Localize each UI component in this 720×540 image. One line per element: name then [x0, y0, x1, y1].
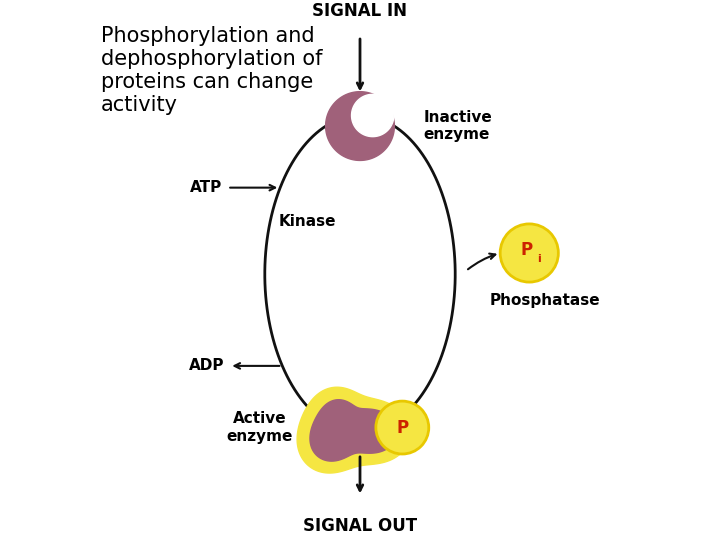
- Text: Phosphatase: Phosphatase: [490, 293, 600, 308]
- Text: P: P: [521, 241, 533, 259]
- Polygon shape: [351, 94, 394, 137]
- Polygon shape: [310, 400, 397, 461]
- Text: ATP: ATP: [190, 180, 222, 195]
- Text: Phosphorylation and
dephosphorylation of
proteins can change
activity: Phosphorylation and dephosphorylation of…: [101, 25, 323, 115]
- Text: P: P: [396, 418, 408, 436]
- Text: ADP: ADP: [189, 359, 224, 373]
- Polygon shape: [325, 92, 395, 160]
- Text: SIGNAL OUT: SIGNAL OUT: [303, 517, 417, 536]
- Circle shape: [376, 401, 429, 454]
- Polygon shape: [297, 387, 410, 473]
- Text: SIGNAL IN: SIGNAL IN: [312, 2, 408, 21]
- Text: Kinase: Kinase: [279, 214, 336, 229]
- Text: Inactive
enzyme: Inactive enzyme: [423, 110, 492, 142]
- Text: Active
enzyme: Active enzyme: [226, 411, 293, 444]
- Text: i: i: [537, 254, 541, 265]
- Circle shape: [500, 224, 558, 282]
